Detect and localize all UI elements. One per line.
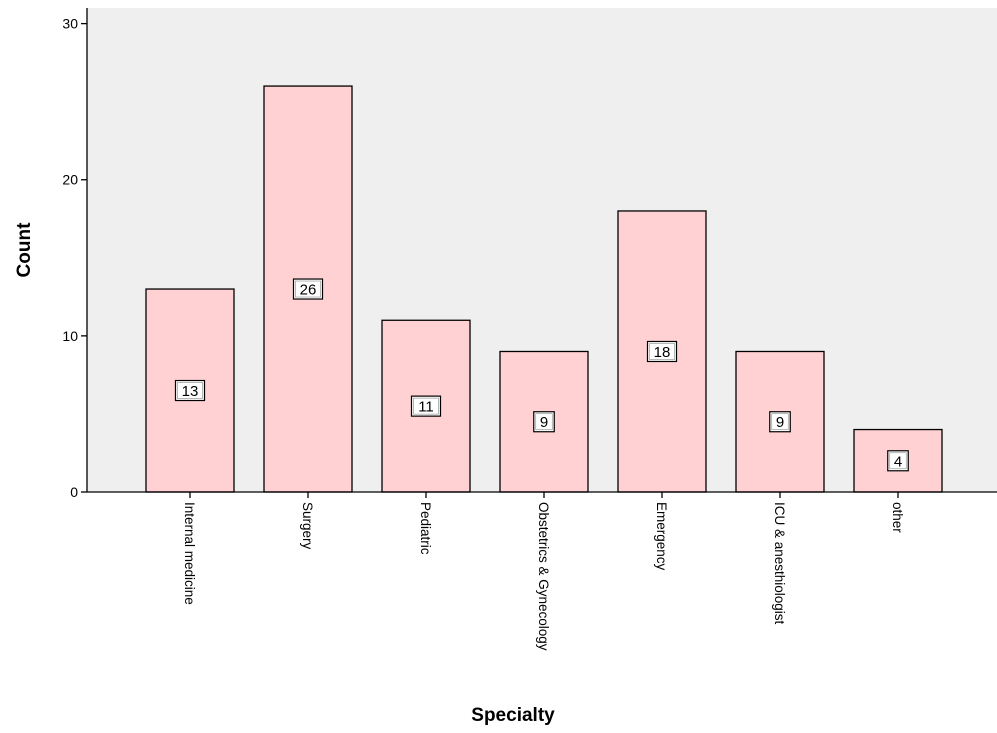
data-label-text: 9: [776, 414, 784, 431]
data-label: 13: [174, 379, 206, 402]
data-label-text: 9: [540, 414, 548, 431]
x-tick-label: Obstetrics & Gynecology: [536, 502, 551, 651]
data-label-box: [646, 340, 678, 363]
x-tick-label: Pediatric: [418, 502, 433, 555]
data-label-text: 13: [182, 383, 199, 400]
data-label-box: [533, 411, 555, 433]
data-label: 9: [533, 411, 555, 433]
axes-layer: 0 10 20 30 Internal medicine Surgery Pediatric…: [62, 8, 997, 651]
x-tick-label: ICU & anesthiologist: [772, 502, 787, 625]
data-label: 4: [887, 450, 909, 472]
x-tick-label: Emergency: [654, 502, 669, 571]
data-label-inner-box: [771, 413, 789, 431]
data-label: 11: [410, 395, 442, 417]
data-labels-layer: 13 26 11 9 18 9 4: [174, 278, 909, 472]
data-label-inner-box: [177, 382, 203, 399]
data-label-text: 26: [300, 282, 317, 299]
data-label-inner-box: [413, 397, 439, 415]
data-label-box: [887, 450, 909, 472]
y-tick-label: 0: [70, 484, 78, 500]
x-tick-label: other: [890, 502, 905, 533]
x-axis-title: Specialty: [471, 705, 555, 726]
y-tick-label: 20: [62, 172, 78, 188]
data-label-box: [292, 278, 324, 300]
y-tick-label: 30: [62, 16, 78, 32]
x-tick-label: Internal medicine: [182, 502, 197, 605]
y-axis-title: Count: [14, 222, 35, 278]
data-label: 26: [292, 278, 324, 300]
data-label-box: [410, 395, 442, 417]
x-tick-label: Surgery: [300, 502, 315, 550]
data-label-inner-box: [295, 280, 321, 298]
data-label-text: 4: [894, 453, 902, 470]
data-label-text: 18: [654, 344, 671, 361]
data-label-inner-box: [649, 343, 675, 360]
data-label-inner-box: [535, 413, 553, 431]
data-label-box: [174, 379, 206, 402]
data-label-inner-box: [889, 452, 907, 470]
data-label-box: [769, 411, 791, 433]
data-label: 9: [769, 411, 791, 433]
data-label: 18: [646, 340, 678, 363]
y-tick-label: 10: [62, 328, 78, 344]
data-label-text: 11: [418, 399, 434, 416]
